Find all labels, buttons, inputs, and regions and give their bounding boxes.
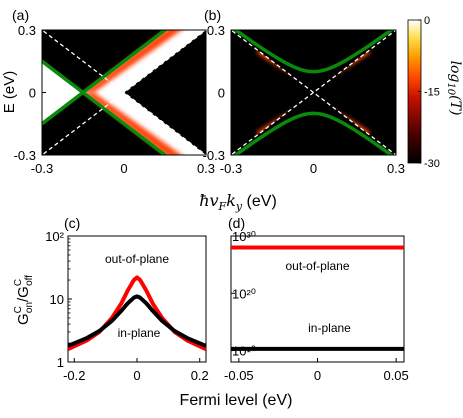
panel-c-label-out-of-plane: out-of-plane: [105, 252, 169, 266]
panel-c-x-tick-label: 0: [133, 368, 140, 383]
panel-c-x-tick-label: -0.2: [63, 368, 85, 383]
panel-d-label-out-of-plane: out-of-plane: [285, 259, 349, 273]
panel-label-b: (b): [204, 7, 221, 23]
panel-d-y-tick-label: 10¹⁰: [232, 344, 256, 359]
panel-d-label-in-plane: in-plane: [308, 321, 351, 335]
colorbar-tick-label: 0: [424, 15, 430, 27]
panel-c-y-tick-label: 1: [57, 355, 64, 370]
panel-d-x-tick-label: -0.05: [224, 368, 254, 383]
top-x-axis-label: ħvFky (eV): [199, 191, 277, 213]
panel-d-legend: out-of-plane in-plane: [285, 259, 351, 335]
panel-c-y-tick-label: 10: [50, 292, 64, 307]
bottom-y-axis-label: GCon/GCoff: [13, 275, 35, 325]
panel-c-label-in-plane: in-plane: [118, 326, 161, 340]
colorbar-tick-label: -15: [424, 87, 440, 99]
panel-d-x-tick-label: 0.05: [383, 368, 408, 383]
panel-d-x-tick-label: 0: [314, 368, 321, 383]
panel-a-x-tick-label: 0: [120, 161, 127, 176]
panel-b-y-tick-label: 0.3: [207, 23, 225, 38]
panel-b-x-tick-label: 0.3: [387, 161, 405, 176]
panel-c-x-tick-label: 0.2: [191, 368, 209, 383]
panel-d-ticks: -0.05 0 0.05 10³⁰ 10²⁰ 10¹⁰: [224, 229, 409, 383]
panel-label-c: (c): [64, 215, 80, 231]
panel-b-x-tick-label: -0.3: [220, 161, 242, 176]
panel-a-y-tick-label: 0.3: [18, 23, 36, 38]
panel-d-frame: [231, 236, 404, 362]
panel-a-y-tick-label: -0.3: [14, 148, 36, 163]
colorbar-tick-label: -30: [424, 158, 440, 170]
panel-a-x-tick-label: -0.3: [31, 161, 53, 176]
panel-a-y-tick-label: 0: [29, 86, 36, 101]
panel-c: -0.2 0 0.2 10² 10 1 out-of-plane in-plane: [45, 229, 209, 383]
bottom-x-axis-label: Fermi level (eV): [180, 392, 293, 409]
top-y-axis-label: E (eV): [1, 71, 18, 114]
panel-label-a: (a): [12, 7, 29, 23]
panel-a-x-tick-label: 0.3: [197, 161, 215, 176]
colorbar: 0 -15 -30 log10(T): [408, 15, 463, 170]
panel-b-y-tick-label: -0.3: [203, 148, 225, 163]
panel-b-y-tick-label: 0: [218, 86, 225, 101]
colorbar-label: log10(T): [445, 61, 463, 116]
panel-d: -0.05 0 0.05 10³⁰ 10²⁰ 10¹⁰ out-of-plane in-pl…: [224, 229, 409, 383]
panel-b-x-tick-label: 0: [310, 161, 317, 176]
panel-d-y-tick-label: 10³⁰: [232, 229, 256, 244]
panel-d-y-tick-label: 10²⁰: [232, 286, 256, 301]
panel-c-y-tick-label: 10²: [45, 229, 64, 244]
